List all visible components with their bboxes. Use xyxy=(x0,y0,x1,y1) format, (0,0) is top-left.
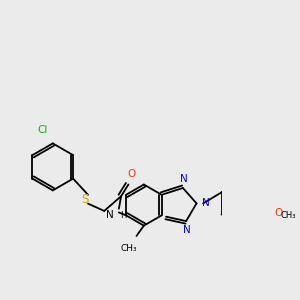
Text: H: H xyxy=(120,211,127,220)
Text: N: N xyxy=(183,225,191,235)
Text: CH₃: CH₃ xyxy=(281,212,296,220)
Text: O: O xyxy=(274,208,283,218)
Text: N: N xyxy=(106,210,114,220)
Text: Cl: Cl xyxy=(37,124,48,135)
Text: N: N xyxy=(202,198,210,208)
Text: O: O xyxy=(127,169,136,178)
Text: S: S xyxy=(81,193,89,206)
Text: N: N xyxy=(180,174,188,184)
Text: CH₃: CH₃ xyxy=(121,244,137,253)
